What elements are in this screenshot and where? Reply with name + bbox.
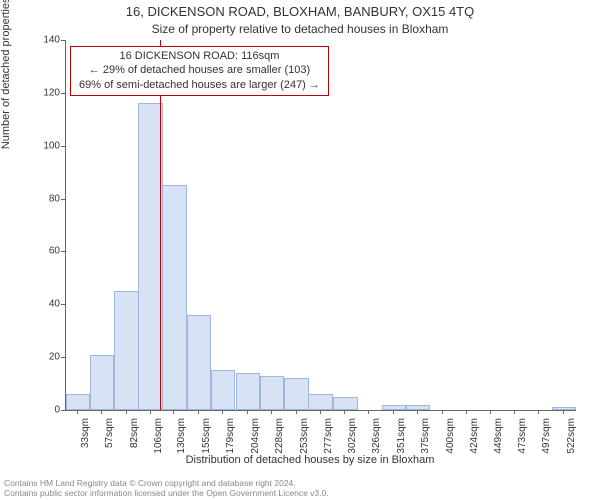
histogram-bar <box>187 315 211 410</box>
y-tick-mark <box>61 93 65 94</box>
x-tick-mark <box>77 410 78 414</box>
x-tick-mark <box>344 410 345 414</box>
y-tick-label: 140 <box>30 35 60 46</box>
histogram-bar <box>114 291 138 410</box>
x-tick-label: 106sqm <box>153 418 164 458</box>
histogram-bar <box>66 394 90 410</box>
y-tick-label: 0 <box>30 405 60 416</box>
x-tick-label: 400sqm <box>445 418 456 458</box>
x-tick-label: 179sqm <box>225 418 236 458</box>
x-tick-label: 204sqm <box>250 418 261 458</box>
footer-line1: Contains HM Land Registry data © Crown c… <box>4 478 596 488</box>
y-tick-mark <box>61 357 65 358</box>
histogram-bar <box>552 407 576 410</box>
x-tick-mark <box>150 410 151 414</box>
y-tick-label: 100 <box>30 140 60 151</box>
histogram-bar <box>333 397 357 410</box>
x-tick-mark <box>538 410 539 414</box>
x-tick-mark <box>442 410 443 414</box>
histogram-bar <box>90 355 114 411</box>
x-tick-label: 473sqm <box>517 418 528 458</box>
y-tick-label: 80 <box>30 193 60 204</box>
x-tick-label: 82sqm <box>129 418 140 458</box>
callout-box: 16 DICKENSON ROAD: 116sqm ← 29% of detac… <box>70 46 329 96</box>
x-tick-mark <box>101 410 102 414</box>
x-tick-mark <box>514 410 515 414</box>
histogram-bar <box>382 405 406 410</box>
chart-title: 16, DICKENSON ROAD, BLOXHAM, BANBURY, OX… <box>0 4 600 19</box>
x-tick-label: 130sqm <box>176 418 187 458</box>
histogram-bar <box>138 103 162 410</box>
x-tick-mark <box>222 410 223 414</box>
histogram-bar <box>406 405 430 410</box>
x-tick-mark <box>368 410 369 414</box>
x-tick-label: 375sqm <box>420 418 431 458</box>
x-tick-label: 497sqm <box>541 418 552 458</box>
x-tick-label: 277sqm <box>323 418 334 458</box>
y-tick-label: 20 <box>30 352 60 363</box>
x-tick-label: 302sqm <box>347 418 358 458</box>
x-tick-mark <box>320 410 321 414</box>
y-tick-mark <box>61 304 65 305</box>
chart-container: 16, DICKENSON ROAD, BLOXHAM, BANBURY, OX… <box>0 0 600 500</box>
y-tick-mark <box>61 199 65 200</box>
y-tick-mark <box>61 146 65 147</box>
histogram-bar <box>308 394 332 410</box>
x-tick-label: 522sqm <box>566 418 577 458</box>
x-tick-label: 155sqm <box>201 418 212 458</box>
x-tick-mark <box>247 410 248 414</box>
x-tick-mark <box>271 410 272 414</box>
histogram-bar <box>211 370 235 410</box>
chart-subtitle: Size of property relative to detached ho… <box>0 22 600 36</box>
footer-line2: Contains public sector information licen… <box>4 488 596 498</box>
x-tick-label: 253sqm <box>299 418 310 458</box>
x-tick-label: 424sqm <box>469 418 480 458</box>
x-tick-label: 33sqm <box>80 418 91 458</box>
x-tick-mark <box>198 410 199 414</box>
x-tick-mark <box>563 410 564 414</box>
x-tick-label: 57sqm <box>104 418 115 458</box>
x-tick-mark <box>466 410 467 414</box>
x-tick-mark <box>393 410 394 414</box>
histogram-bar <box>260 376 284 410</box>
callout-line2: ← 29% of detached houses are smaller (10… <box>79 63 320 77</box>
histogram-bar <box>284 378 308 410</box>
callout-line3: 69% of semi-detached houses are larger (… <box>79 78 320 92</box>
histogram-bar <box>236 373 260 410</box>
x-tick-label: 449sqm <box>493 418 504 458</box>
y-tick-label: 60 <box>30 246 60 257</box>
x-tick-label: 326sqm <box>371 418 382 458</box>
y-tick-mark <box>61 410 65 411</box>
y-tick-mark <box>61 251 65 252</box>
callout-line1: 16 DICKENSON ROAD: 116sqm <box>79 49 320 63</box>
y-tick-label: 40 <box>30 299 60 310</box>
x-tick-mark <box>126 410 127 414</box>
histogram-bar <box>162 185 186 410</box>
x-tick-mark <box>417 410 418 414</box>
y-tick-mark <box>61 40 65 41</box>
y-axis-label: Number of detached properties <box>0 0 12 149</box>
footer: Contains HM Land Registry data © Crown c… <box>4 478 596 498</box>
x-tick-mark <box>490 410 491 414</box>
y-tick-label: 120 <box>30 87 60 98</box>
x-tick-label: 228sqm <box>274 418 285 458</box>
x-tick-mark <box>296 410 297 414</box>
x-tick-mark <box>173 410 174 414</box>
x-tick-label: 351sqm <box>396 418 407 458</box>
